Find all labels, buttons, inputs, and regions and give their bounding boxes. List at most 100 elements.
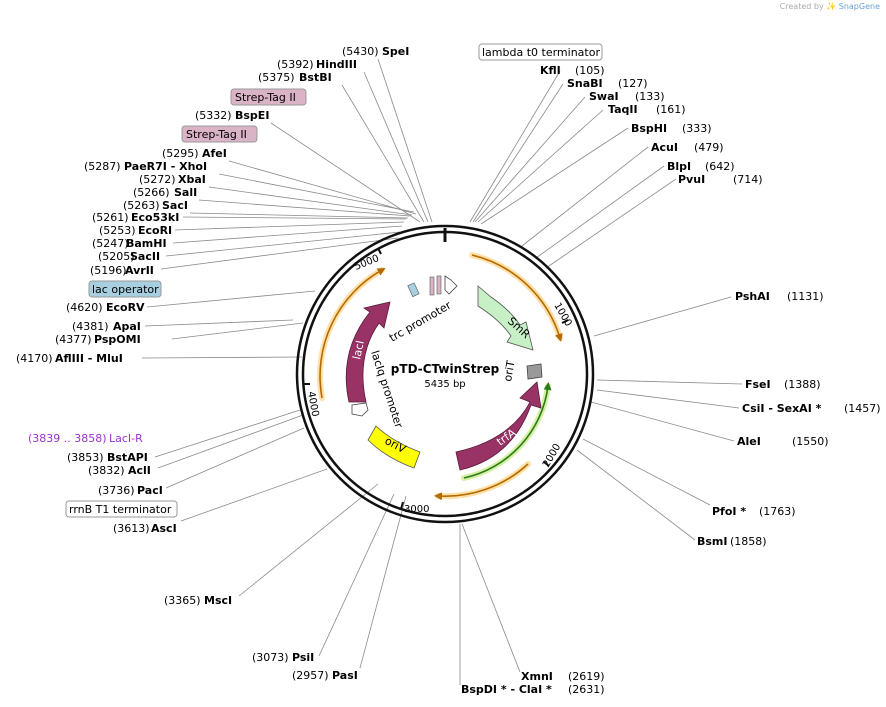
site-position: (5261) [92,211,129,224]
tick-5000-mark [377,247,382,255]
restriction-site[interactable]: (2619) XmnI [521,670,605,683]
site-enzyme-name: PshAI [735,290,770,303]
restriction-site[interactable]: (4620) EcoRV [66,301,145,314]
mcs-features [407,275,442,298]
restriction-site[interactable]: (5253) EcoRI [99,224,172,237]
site-leader-line [228,160,417,215]
site-position: (5295) [162,147,199,160]
site-leader-line [146,290,316,308]
tick-3000-mark [400,501,404,510]
site-enzyme-name: BspDI * - ClaI * [461,683,552,696]
site-leader-line [590,401,735,442]
site-leader-line [359,495,407,669]
lac-operator-label[interactable]: lac operator [88,280,162,298]
site-enzyme-name: PvuI [678,173,705,186]
restriction-site[interactable]: (5272) XbaI [139,173,206,186]
restriction-site[interactable]: (5392) HindIII [277,58,357,71]
restriction-site[interactable]: (105) KflI [540,64,605,77]
restriction-site[interactable]: (5295) AfeI [162,147,227,160]
rrnb-t1-terminator-label[interactable]: rrnB T1 terminator [65,500,178,518]
site-position: (5430) [342,45,379,58]
site-leader-line [341,84,425,223]
site-position: (2619) [568,670,605,683]
feature-trc-promoter[interactable]: trc promoter [387,275,458,345]
restriction-site[interactable]: (161) TaqII [608,103,686,116]
restriction-site[interactable]: (1858)BsmI [697,535,767,548]
site-enzyme-name: BspHI [631,122,667,135]
restriction-site[interactable]: (3365) MscI [164,594,232,607]
strep-tag-marker-1 [429,276,435,296]
orf-arcs [317,252,563,501]
site-enzyme-name: EcoRV [106,301,145,314]
site-position: (5375) [258,71,295,84]
feature-trfa[interactable]: trfA [455,381,542,471]
feature-smr[interactable]: SmR [477,285,534,351]
restriction-site[interactable]: (3832) AclI [88,464,151,477]
restriction-site[interactable]: (1131) PshAI [735,290,824,303]
restriction-site[interactable]: (5266) SalI [133,186,197,199]
site-position: (5332) [195,109,232,122]
site-leader-line [171,322,304,340]
site-position: (642) [705,160,735,173]
site-leader-line [461,523,521,673]
restriction-site[interactable]: (4377) PspOMI [55,333,141,346]
site-position: (5196) [90,264,127,277]
restriction-site[interactable]: (479) AcuI [651,141,724,154]
site-leader-line [154,409,301,458]
site-leader-line [582,438,711,506]
restriction-site[interactable]: (5332) BspEI [195,109,269,122]
site-leader-line [477,109,604,223]
restriction-site[interactable]: (1457) CsiI - SexAI * [742,402,881,415]
restriction-site[interactable]: (2957) PasI [292,669,358,682]
site-leader-line [180,468,328,522]
restriction-site[interactable]: (4170) AflIII - MluI [16,352,123,365]
primer-laci-r[interactable]: (3839 .. 3858) LacI-R [28,432,143,445]
site-enzyme-name: BsmI [697,535,728,548]
restriction-site[interactable]: (5205)SacII [98,250,160,263]
restriction-site[interactable]: (1550) AleI [737,435,829,448]
site-enzyme-name: FseI [745,378,771,391]
site-position: (4377) [55,333,92,346]
restriction-site[interactable]: (127) SnaBI [567,77,648,90]
restriction-site[interactable]: (5375) BstBI [258,71,332,84]
restriction-site[interactable]: (642) BlpI [667,160,735,173]
restriction-site[interactable]: (133) SwaI [589,90,665,103]
restriction-site[interactable]: (5263) SacI [123,199,188,212]
site-leader-line [198,199,411,217]
site-position: (2631) [568,683,605,696]
restriction-site[interactable]: (5247)BamHI [92,237,167,250]
site-enzyme-name: AclI [128,464,151,477]
restriction-site[interactable]: (3736) PacI [98,484,163,497]
restriction-site[interactable]: (5287) PaeR7I - XhoI [84,160,207,173]
restriction-site[interactable]: (4381) ApaI [72,320,141,333]
restriction-site[interactable]: (3613) AscI [113,522,177,535]
lambda-t0-terminator-label[interactable]: lambda t0 terminator [478,43,603,61]
strep-tag-label-1[interactable]: Strep-Tag II [230,88,307,106]
leader-lines [141,58,743,685]
site-leader-line [596,379,743,385]
strep-tag-label-2[interactable]: Strep-Tag II [181,125,258,143]
feature-laci[interactable]: lacI [345,301,391,403]
site-leader-line [238,483,379,597]
feature-oriv[interactable]: oriV [367,425,421,469]
restriction-site[interactable]: (5430) SpeI [342,45,409,58]
site-enzyme-name: PasI [332,669,358,682]
restriction-site[interactable]: (1388) FseI [745,378,821,391]
site-enzyme-name: HindIII [316,58,357,71]
restriction-site[interactable]: (714) PvuI [678,173,763,186]
restriction-site[interactable]: (3073) PsiI [252,651,314,664]
restriction-site[interactable]: (5196)AvrII [90,264,154,277]
restriction-site[interactable]: (1763) PfoI * [712,505,796,518]
feature-orit[interactable]: oriT [501,359,543,383]
site-position: (161) [656,103,686,116]
restriction-site[interactable]: (2631) BspDI * - ClaI * [461,683,605,696]
strep-tag-box-2 [181,125,258,143]
primer-name: LacI-R [109,432,143,445]
restriction-site[interactable]: (333) BspHI [631,122,712,135]
site-position: (1763) [759,505,796,518]
site-leader-line [270,122,421,223]
restriction-site[interactable]: (3853) BstAPI [67,451,148,464]
site-position: (5392) [277,58,314,71]
restriction-site[interactable]: (5261) Eco53kI [92,211,179,224]
site-position: (333) [682,122,712,135]
